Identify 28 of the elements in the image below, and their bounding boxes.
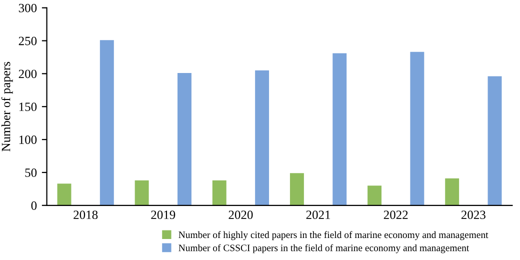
- bar: [410, 52, 424, 206]
- bar: [100, 40, 114, 206]
- bar: [57, 184, 72, 206]
- legend-label: Number of highly cited papers in the field of marine economy and management: [178, 231, 488, 240]
- x-tick-label: 2021: [306, 210, 330, 220]
- y-tick-label: 50: [25, 168, 37, 177]
- bar: [178, 73, 192, 206]
- y-tick-label: 0: [31, 201, 37, 210]
- x-tick-label: 2020: [228, 210, 253, 220]
- x-tick-label: 2023: [461, 210, 486, 220]
- bar: [488, 76, 502, 206]
- bar: [212, 180, 226, 206]
- x-tick-label: 2022: [384, 210, 408, 220]
- y-tick-label: 250: [18, 36, 37, 46]
- bar: [445, 178, 460, 206]
- y-axis-title: Number of papers: [1, 62, 13, 152]
- bar: [368, 186, 382, 206]
- x-tick-label: 2018: [74, 210, 98, 220]
- bar: [332, 53, 347, 206]
- bar: [134, 180, 149, 206]
- legend-label: Number of CSSCI papers in the field of marine economy and management: [178, 244, 470, 254]
- y-tick-label: 200: [18, 70, 37, 78]
- x-tick-label: 2019: [151, 210, 176, 220]
- bar: [255, 70, 270, 206]
- y-tick-label: 150: [19, 102, 37, 112]
- bar: [290, 173, 304, 206]
- y-tick-label: 300: [18, 4, 37, 12]
- y-tick-label: 100: [19, 136, 37, 144]
